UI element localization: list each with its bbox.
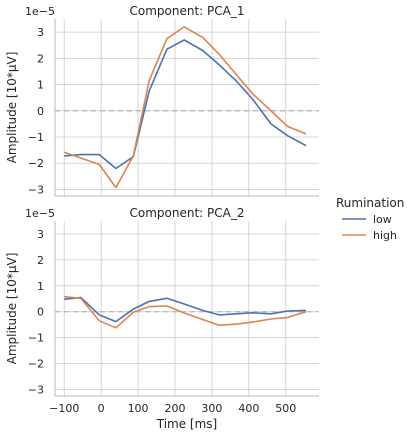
y-tick-label: 1 [37,79,44,92]
y-tick-label: 1 [37,280,44,293]
panel-pca-2: −3 −2 −1 0 1 2 3 −100 0 100 200 300 400 500 Componen… [5,206,319,431]
y-scale-exponent: 1e−5 [25,207,55,220]
legend: Rumination low high [336,196,404,242]
y-tick-label: 2 [37,254,44,267]
x-tick-label: 500 [275,402,296,415]
x-tick-label: 100 [128,402,149,415]
x-tick-label: 300 [201,402,222,415]
legend-label-low: low [373,213,392,226]
y-tick-label: −3 [28,183,44,196]
y-axis-label: Amplitude [10*µV] [5,253,19,365]
x-tick-label: 200 [165,402,186,415]
y-tick-label: 3 [37,228,44,241]
y-tick-label: 0 [37,105,44,118]
panel-pca-1: −3 −2 −1 0 1 2 3 Component: PCA_1 1e−5 Amplitu… [5,4,319,197]
y-tick-label: −1 [28,131,44,144]
series-line-high [64,295,307,329]
y-tick-label: 3 [37,26,44,39]
y-tick-label: −1 [28,332,44,345]
panel-title: Component: PCA_1 [130,4,245,18]
y-scale-exponent: 1e−5 [25,5,55,18]
y-tick-label: −2 [28,358,44,371]
panel-title: Component: PCA_2 [130,206,245,220]
y-tick-label: 0 [37,306,44,319]
series-line-low [64,296,307,323]
series-line-high [63,26,307,189]
x-tick-label: 400 [238,402,259,415]
x-tick-label: 0 [98,402,105,415]
y-tick-label: 2 [37,52,44,65]
series-line-low [64,39,307,170]
x-tick-label: −100 [49,402,79,415]
y-tick-label: −2 [28,157,44,170]
y-axis-label: Amplitude [10*µV] [5,52,19,164]
x-axis-label: Time [ms] [156,417,218,431]
y-tick-label: −3 [28,384,44,397]
legend-label-high: high [373,229,397,242]
legend-title: Rumination [336,196,404,210]
